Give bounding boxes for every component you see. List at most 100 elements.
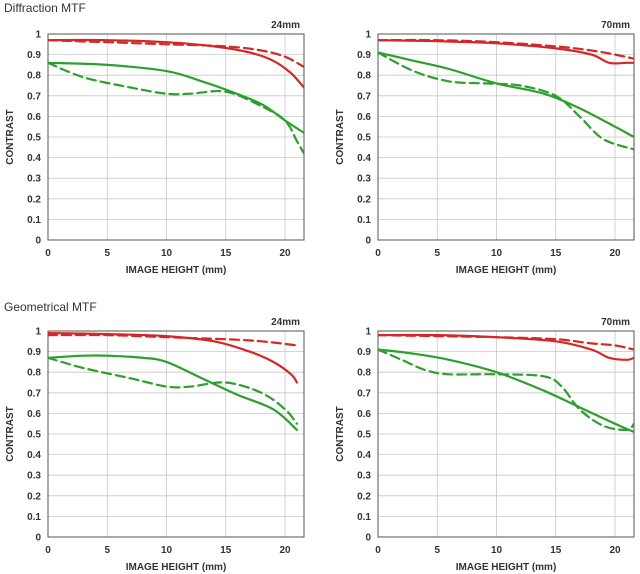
x-tick-label: 0	[375, 545, 381, 556]
plot-frame	[377, 330, 635, 538]
x-tick-label: 0	[375, 248, 381, 259]
y-axis-label: CONTRAST	[335, 109, 346, 165]
section-title-diffraction: Diffraction MTF	[4, 1, 86, 15]
x-tick-label: 5	[434, 248, 440, 259]
mtf-curve-red-dashed	[48, 39, 304, 69]
y-tick-label: 0.2	[357, 194, 371, 205]
y-tick-label: 0.9	[357, 347, 371, 358]
focal-length-label: 70mm	[601, 317, 630, 328]
y-tick-label: 0.3	[27, 174, 41, 185]
y-tick-label: 0.6	[27, 112, 41, 123]
y-tick-label: 0.2	[27, 491, 41, 502]
y-tick-label: 0.7	[357, 388, 371, 399]
x-axis-label: IMAGE HEIGHT (mm)	[126, 562, 227, 573]
mtf-chart-24mm: 00.10.20.30.40.50.60.70.80.910 5 10 15 2024m…	[5, 317, 305, 573]
mtf-curve-red-solid	[378, 333, 634, 361]
y-tick-label: 0.4	[357, 153, 371, 164]
y-tick-label: 0.6	[357, 112, 371, 123]
mtf-curve-red-dashed	[378, 38, 634, 60]
plot-frame	[47, 33, 305, 241]
y-tick-label: 0.3	[27, 471, 41, 482]
y-tick-label: 0.8	[357, 71, 371, 82]
y-tick-label: 0.4	[27, 450, 41, 461]
x-tick-label: 20	[279, 545, 291, 556]
mtf-curve-green-dashed	[48, 61, 304, 155]
y-tick-label: 0.9	[27, 50, 41, 61]
mtf-curve-green-dashed	[48, 356, 298, 425]
y-tick-label: 0.7	[27, 388, 41, 399]
y-tick-label: 0.2	[27, 194, 41, 205]
y-tick-label: 0.5	[357, 133, 371, 144]
x-tick-label: 10	[491, 248, 503, 259]
y-tick-label: 0.3	[357, 174, 371, 185]
x-tick-label: 20	[609, 545, 621, 556]
mtf-chart-70mm: 00.10.20.30.40.50.60.70.80.910 5 10 15 2070m…	[335, 317, 635, 573]
y-tick-label: 0	[35, 533, 41, 544]
y-tick-label: 0.6	[357, 409, 371, 420]
y-tick-label: 0	[365, 236, 371, 247]
mtf-curve-red-solid	[48, 38, 304, 89]
x-tick-label: 20	[279, 248, 291, 259]
y-tick-label: 0.8	[27, 368, 41, 379]
y-axis-label: CONTRAST	[5, 109, 16, 165]
y-tick-label: 0.7	[27, 91, 41, 102]
y-tick-label: 0.9	[357, 50, 371, 61]
y-tick-label: 1	[365, 30, 371, 41]
focal-length-label: 24mm	[271, 20, 300, 31]
x-axis-label: IMAGE HEIGHT (mm)	[126, 265, 227, 276]
y-tick-label: 0.8	[27, 71, 41, 82]
x-tick-label: 5	[434, 545, 440, 556]
x-tick-label: 15	[220, 248, 232, 259]
y-tick-label: 0.9	[27, 347, 41, 358]
mtf-curve-green-dashed	[378, 51, 634, 151]
plot-frame	[47, 330, 305, 538]
y-tick-label: 0	[365, 533, 371, 544]
section-title-geometrical: Geometrical MTF	[4, 300, 97, 314]
mtf-chart-70mm: 00.10.20.30.40.50.60.70.80.910 5 10 15 2070m…	[335, 20, 635, 276]
x-axis-label: IMAGE HEIGHT (mm)	[456, 562, 557, 573]
x-tick-label: 10	[161, 545, 173, 556]
x-tick-label: 15	[550, 545, 562, 556]
y-tick-label: 0.5	[27, 133, 41, 144]
x-tick-label: 20	[609, 248, 621, 259]
y-axis-label: CONTRAST	[5, 406, 16, 462]
y-tick-label: 0	[35, 236, 41, 247]
y-tick-label: 1	[365, 327, 371, 338]
mtf-chart-24mm: 00.10.20.30.40.50.60.70.80.910 5 10 15 2024m…	[5, 20, 305, 276]
y-tick-label: 1	[35, 30, 41, 41]
y-tick-label: 0.1	[357, 512, 371, 523]
x-tick-label: 15	[550, 248, 562, 259]
y-tick-label: 0.3	[357, 471, 371, 482]
y-tick-label: 0.1	[27, 512, 41, 523]
x-tick-label: 5	[104, 545, 110, 556]
mtf-curve-green-solid	[48, 61, 304, 134]
y-tick-label: 0.2	[357, 491, 371, 502]
y-tick-label: 0.5	[27, 430, 41, 441]
x-tick-label: 0	[45, 545, 51, 556]
focal-length-label: 24mm	[271, 317, 300, 328]
y-tick-label: 0.7	[357, 91, 371, 102]
y-axis-label: CONTRAST	[335, 406, 346, 462]
mtf-curve-green-solid	[48, 354, 298, 431]
y-tick-label: 0.4	[27, 153, 41, 164]
x-tick-label: 0	[45, 248, 51, 259]
mtf-curve-green-solid	[378, 51, 634, 139]
y-tick-label: 0.5	[357, 430, 371, 441]
y-tick-label: 0.4	[357, 450, 371, 461]
y-tick-label: 0.6	[27, 409, 41, 420]
y-tick-label: 0.1	[27, 215, 41, 226]
y-tick-label: 0.1	[357, 215, 371, 226]
y-tick-label: 1	[35, 327, 41, 338]
x-tick-label: 10	[491, 545, 503, 556]
mtf-curve-red-dashed	[378, 334, 634, 351]
x-tick-label: 5	[104, 248, 110, 259]
x-tick-label: 15	[220, 545, 232, 556]
mtf-curve-red-dashed	[48, 333, 298, 347]
x-tick-label: 10	[161, 248, 173, 259]
mtf-curve-green-solid	[378, 348, 634, 433]
focal-length-label: 70mm	[601, 20, 630, 31]
mtf-curve-green-dashed	[378, 348, 634, 432]
y-tick-label: 0.8	[357, 368, 371, 379]
x-axis-label: IMAGE HEIGHT (mm)	[456, 265, 557, 276]
